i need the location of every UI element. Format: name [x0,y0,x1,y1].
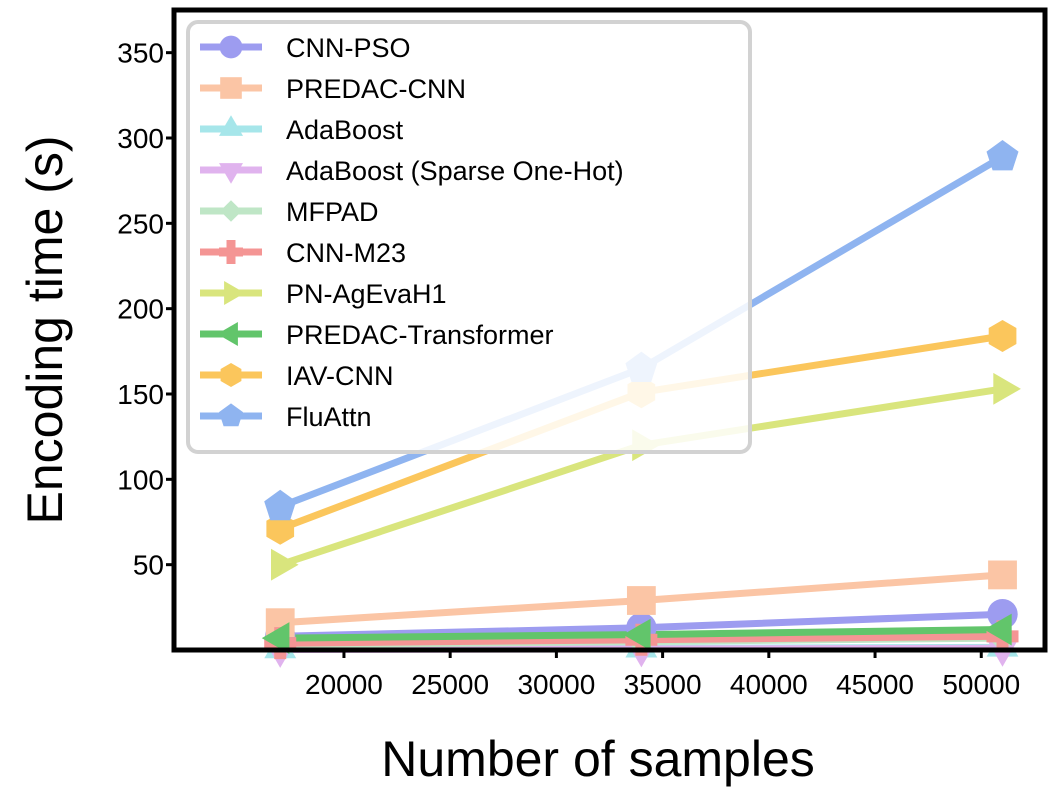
x-tick-label-5: 45000 [836,669,914,700]
data-point-1-2 [988,560,1017,590]
legend-label-1: PREDAC-CNN [286,74,466,104]
data-point-8-2 [988,320,1017,352]
data-point-6-2 [993,372,1021,405]
legend-marker-3 [219,163,243,184]
y-tick-label-4: 250 [117,208,164,239]
legend-label-6: PN-AgEvaH1 [286,279,447,309]
y-axis-title: Encoding time (s) [17,135,73,524]
y-tick-label-0: 50 [133,550,164,581]
y-tick-label-6: 350 [117,38,164,69]
data-point-6-0 [271,548,299,581]
data-point-9-2 [986,140,1019,171]
y-tick-label-5: 300 [117,123,164,154]
legend-marker-2 [219,115,243,136]
plot-frame [171,7,1048,653]
legend-marker-7 [217,322,238,346]
x-tick-label-2: 30000 [517,669,595,700]
legend-label-5: CNN-M23 [286,238,406,268]
data-point-7-2 [984,613,1012,646]
y-tick-label-1: 100 [117,464,164,495]
data-point-3-2 [986,639,1019,667]
legend: CNN-PSO PREDAC-CNN AdaBoost AdaBoost (Spars… [186,20,752,454]
legend-label-3: AdaBoost (Sparse One-Hot) [286,156,624,186]
legend-marker-9 [219,403,243,427]
data-point-9-0 [264,489,297,521]
legend-label-0: CNN-PSO [286,33,411,63]
legend-marker-0 [219,35,243,59]
legend-box [186,20,752,454]
legend-label-7: PREDAC-Transformer [286,320,554,350]
x-tick-label-4: 40000 [730,669,808,700]
data-point-7-1 [623,618,651,651]
y-axis-ticks: 50 100 150 200 250 300 350 [117,38,174,581]
data-point-1-1 [626,586,656,615]
x-tick-label-3: 35000 [624,669,702,700]
legend-marker-4 [220,200,242,222]
legend-marker-8 [220,363,242,387]
data-point-8-0 [266,512,295,545]
legend-marker-6 [224,281,245,305]
legend-marker-1 [220,77,242,99]
legend-label-9: FluAttn [286,402,372,432]
legend-marker-5 [219,240,243,264]
x-axis-ticks: 20000 25000 30000 35000 40000 45000 50000 [305,650,1020,700]
legend-label-2: AdaBoost [286,115,404,145]
legend-label-8: IAV-CNN [286,361,394,391]
x-tick-label-0: 20000 [305,669,383,700]
x-tick-label-6: 50000 [942,669,1020,700]
y-tick-label-2: 150 [117,379,164,410]
data-point-7-0 [261,622,290,654]
x-axis-title: Number of samples [381,731,815,787]
y-tick-label-3: 200 [117,294,164,325]
legend-label-4: MFPAD [286,197,379,227]
x-tick-label-1: 25000 [411,669,489,700]
